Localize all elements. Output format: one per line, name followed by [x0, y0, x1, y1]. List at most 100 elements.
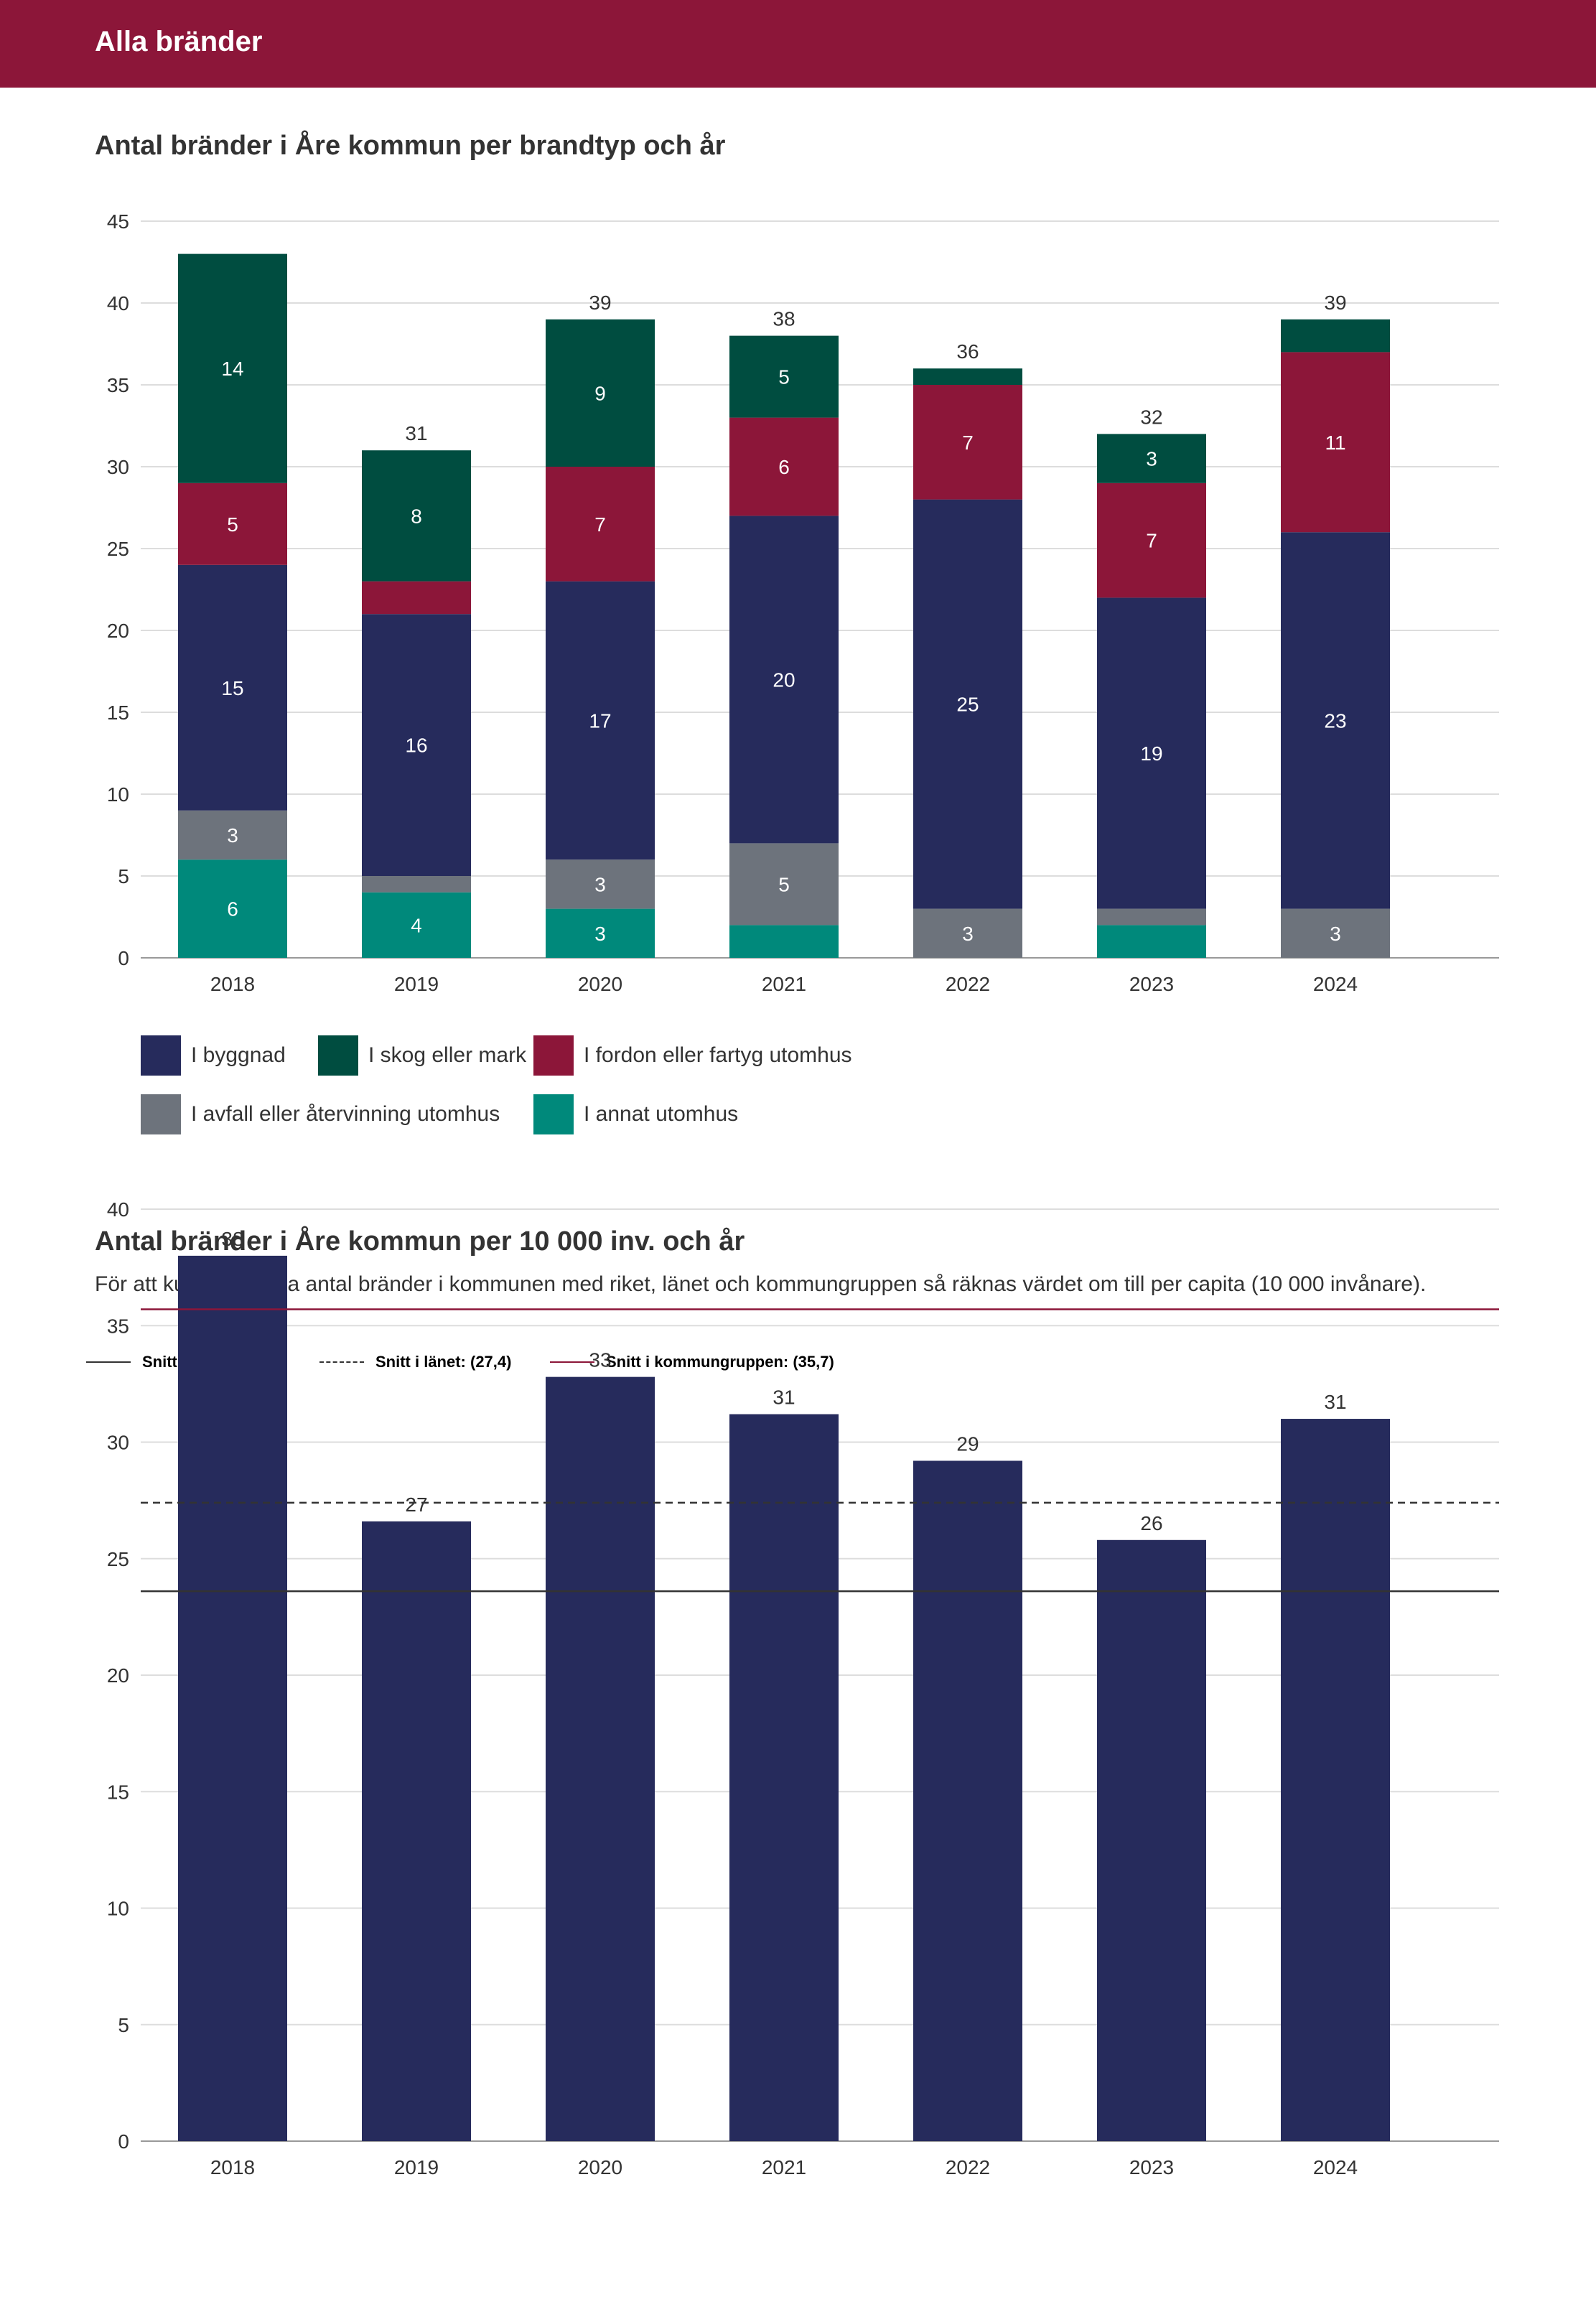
c1-segment-label: 3	[594, 923, 606, 945]
c1-bar-segment	[362, 581, 471, 615]
ref-legend-label-kommungrupp: Snitt i kommungruppen: (35,7)	[606, 1353, 834, 1371]
c1-segment-label: 17	[589, 709, 611, 732]
c1-y-tick: 10	[107, 783, 129, 806]
c1-segment-label: 20	[773, 668, 795, 691]
c2-bar-label: 33	[589, 1349, 611, 1371]
c1-y-tick: 5	[118, 865, 129, 887]
ref-legend-line-lanet	[319, 1361, 364, 1363]
c2-bar	[1097, 1539, 1206, 2141]
c1-x-tick: 2019	[394, 973, 439, 995]
c1-segment-label: 25	[956, 694, 979, 716]
c2-y-tick: 5	[118, 2014, 129, 2036]
c2-x-tick: 2021	[762, 2156, 806, 2178]
c2-bar	[729, 1414, 839, 2141]
c1-segment-label: 4	[411, 914, 422, 936]
c1-segment-label: 9	[594, 382, 606, 404]
legend-item-avfall: I avfall eller återvinning utomhus	[141, 1094, 500, 1134]
c2-bar-label: 31	[1324, 1391, 1346, 1413]
c2-bar	[362, 1521, 471, 2141]
c1-segment-label: 5	[227, 513, 238, 536]
c1-bar-segment	[362, 892, 471, 958]
c1-bar-segment	[178, 564, 287, 811]
c1-bar-segment	[546, 859, 655, 909]
c1-bar-segment	[178, 810, 287, 860]
c1-y-tick: 40	[107, 292, 129, 314]
legend-swatch-annat	[533, 1094, 574, 1134]
c1-segment-label: 5	[778, 366, 790, 388]
c1-bar-segment	[362, 614, 471, 876]
c1-segment-label: 7	[594, 513, 606, 536]
legend-swatch-fordon	[533, 1035, 574, 1076]
c1-segment-label: 3	[962, 923, 974, 945]
c1-bar-segment	[729, 925, 839, 958]
c1-y-tick: 45	[107, 210, 129, 233]
c1-segment-label: 6	[227, 898, 238, 921]
c1-total-label: 32	[1140, 406, 1162, 428]
c1-bar-segment	[913, 368, 1022, 385]
c1-bar-segment	[913, 908, 1022, 958]
legend-item-skog: I skog eller mark	[318, 1035, 526, 1076]
c1-bar-segment	[1097, 908, 1206, 926]
c1-total-label: 39	[589, 292, 611, 314]
legend-label-avfall: I avfall eller återvinning utomhus	[191, 1102, 500, 1126]
legend-swatch-avfall	[141, 1094, 181, 1134]
c1-bar-segment	[729, 335, 839, 418]
c1-total-label: 31	[405, 422, 427, 444]
c1-total-label: 36	[956, 340, 979, 363]
c1-bar-segment	[178, 859, 287, 958]
c1-bar-segment	[546, 908, 655, 958]
c1-segment-label: 3	[1330, 923, 1341, 945]
c1-x-tick: 2024	[1313, 973, 1358, 995]
c1-x-tick: 2022	[946, 973, 990, 995]
c1-segment-label: 14	[221, 358, 243, 380]
c1-x-tick: 2020	[578, 973, 622, 995]
c1-bar-segment	[1281, 319, 1390, 353]
c2-x-tick: 2022	[946, 2156, 990, 2178]
ref-legend-line-kommungrupp	[550, 1361, 594, 1363]
legend-label-annat: I annat utomhus	[584, 1102, 739, 1126]
ref-legend-lanet: Snitt i länet: (27,4)	[319, 1353, 511, 1371]
c1-y-tick: 15	[107, 702, 129, 724]
c2-x-tick: 2019	[394, 2156, 439, 2178]
c2-y-tick: 20	[107, 1664, 129, 1687]
c1-bar-segment	[362, 876, 471, 892]
c2-x-tick: 2024	[1313, 2156, 1358, 2178]
chart2-description: För att kunna jämföra antal bränder i ko…	[95, 1272, 1427, 1296]
chart2-title: Antal bränder i Åre kommun per 10 000 in…	[95, 1226, 745, 1257]
c1-bar-segment	[1281, 352, 1390, 533]
c1-segment-label: 23	[1324, 709, 1346, 732]
legend-swatch-byggnad	[141, 1035, 181, 1076]
c2-y-tick: 0	[118, 2130, 129, 2153]
c1-bar-segment	[1281, 908, 1390, 958]
c1-x-tick: 2021	[762, 973, 806, 995]
c1-bar-segment	[1281, 532, 1390, 909]
c2-bar-label: 29	[956, 1432, 979, 1455]
c1-segment-label: 8	[411, 505, 422, 527]
c1-bar-segment	[1097, 434, 1206, 483]
c2-bar-label: 26	[1140, 1512, 1162, 1534]
c1-bar-segment	[546, 581, 655, 860]
c1-bar-segment	[1097, 597, 1206, 909]
c1-segment-label: 7	[962, 432, 974, 454]
c2-y-tick: 35	[107, 1315, 129, 1337]
c2-y-tick: 30	[107, 1432, 129, 1454]
c1-total-label: 39	[1324, 292, 1346, 314]
c1-x-tick: 2018	[210, 973, 255, 995]
c1-bar-segment	[729, 516, 839, 844]
c1-y-tick: 20	[107, 620, 129, 642]
c2-bar	[1281, 1419, 1390, 2141]
legend-label-skog: I skog eller mark	[368, 1043, 527, 1067]
c2-x-tick: 2018	[210, 2156, 255, 2178]
c1-segment-label: 5	[778, 873, 790, 895]
c1-segment-label: 3	[1146, 448, 1157, 470]
c1-segment-label: 6	[778, 456, 790, 478]
legend-item-byggnad: I byggnad	[141, 1035, 286, 1076]
c1-segment-label: 3	[227, 824, 238, 847]
c2-bar-label: 31	[773, 1386, 795, 1409]
c1-bar-segment	[1097, 483, 1206, 598]
c2-x-tick: 2023	[1129, 2156, 1174, 2178]
legend-swatch-skog	[318, 1035, 358, 1076]
c2-bar-label: 38	[221, 1228, 243, 1250]
c1-bar-segment	[546, 467, 655, 582]
